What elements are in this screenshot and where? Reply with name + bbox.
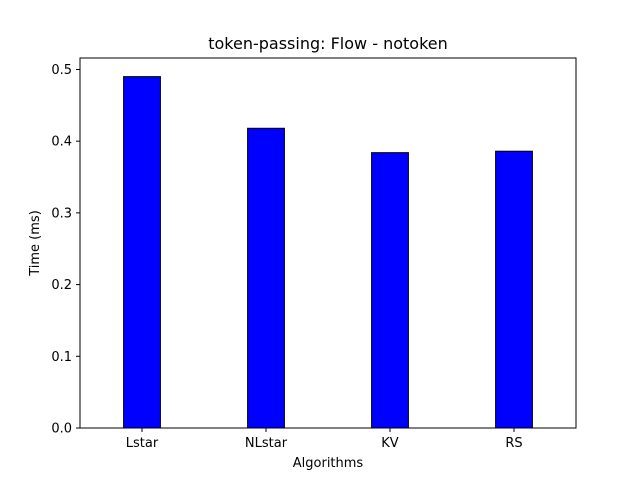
y-tick-label: 0.0: [51, 422, 72, 437]
x-tick-label: RS: [505, 436, 522, 451]
x-tick-label: Lstar: [126, 436, 159, 451]
chart-title: token-passing: Flow - notoken: [208, 34, 448, 53]
bar-rs: [495, 150, 533, 429]
axes-frame: [79, 57, 577, 429]
bar-lstar: [123, 76, 161, 429]
x-axis-label: Algorithms: [293, 456, 364, 471]
x-tick-label: KV: [381, 436, 399, 451]
y-ticks: 0.0 0.1 0.2 0.3 0.4 0.5: [51, 63, 80, 437]
bar-kv: [371, 152, 409, 429]
x-ticks: Lstar NLstar KV RS: [126, 428, 523, 451]
y-tick-label: 0.4: [51, 135, 72, 150]
x-tick-label: NLstar: [245, 436, 288, 451]
y-tick-label: 0.5: [51, 63, 72, 78]
y-tick-label: 0.3: [51, 206, 72, 221]
y-tick-label: 0.1: [51, 350, 72, 365]
y-axis-label: Time (ms): [28, 210, 43, 277]
y-tick-label: 0.2: [51, 278, 72, 293]
bars-layer: [123, 76, 533, 429]
bar-nlstar: [247, 127, 285, 429]
